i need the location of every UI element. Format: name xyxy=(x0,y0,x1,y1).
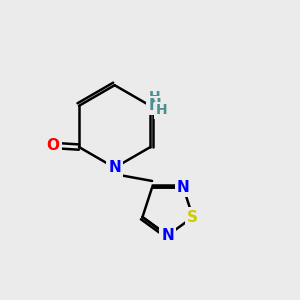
Text: N: N xyxy=(161,228,174,243)
Text: H: H xyxy=(155,103,167,117)
Text: N: N xyxy=(148,98,161,113)
Text: O: O xyxy=(46,138,60,153)
Text: N: N xyxy=(108,160,121,175)
Text: N: N xyxy=(177,180,190,195)
Text: H: H xyxy=(149,90,160,104)
Text: S: S xyxy=(188,210,198,225)
